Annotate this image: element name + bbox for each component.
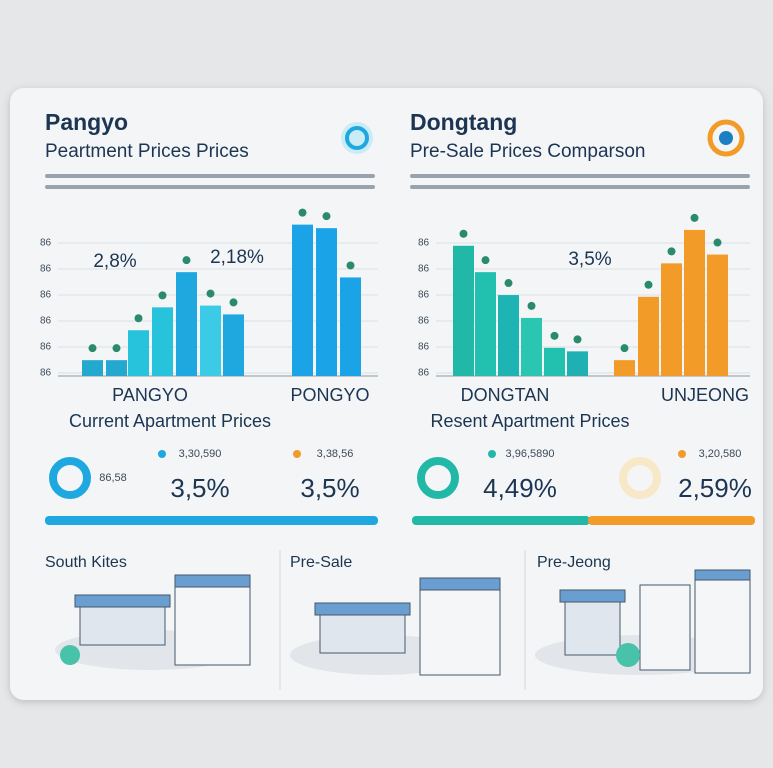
annotation: 3,5% [568,249,611,270]
bar [475,272,496,376]
small-stat: 3,96,5890 [506,448,555,460]
stat-dot [158,450,166,458]
bar-marker [298,208,307,217]
icon [707,119,745,157]
footer-label: Pre-Sale [290,554,352,571]
small-stat: 3,30,590 [179,448,222,460]
big-stat: 4,49% [483,473,557,503]
bar-marker [182,256,191,265]
small-stat: 3,20,580 [699,448,742,460]
bar-marker [667,247,676,256]
bar-marker [346,261,355,270]
bar [544,347,565,376]
bar-marker [229,298,238,307]
icon [345,126,369,150]
axis-label: 86 [418,264,430,275]
filler-text [45,174,750,189]
bar-marker [481,256,490,265]
big-stat: 3,5% [300,473,359,503]
bar [684,229,705,376]
axis-label: 86 [418,238,430,249]
bar [200,305,221,376]
bar [152,307,173,376]
axis-label: 86 [418,290,430,301]
bar-marker [158,291,167,300]
subtitle: Peartment Prices Prices [45,141,249,162]
group-label: PANGYO [112,385,188,405]
donut [619,457,661,499]
title: Dongtang [410,109,517,135]
annotation: 2,18% [210,247,264,268]
bar [707,254,728,376]
bar [316,228,337,376]
bar-marker [620,344,629,353]
donut [417,457,459,499]
axis-label: 86 [418,368,430,379]
stat-dot [293,450,301,458]
annotation: 2,8% [93,251,136,272]
bar [567,351,588,376]
progress-bar [45,516,378,525]
bar [498,295,519,376]
bar [106,360,127,376]
axis-label: 86 [40,264,52,275]
bar-marker [573,335,582,344]
axis-label: 86 [418,316,430,327]
bar [176,272,197,376]
progress-bar [588,516,755,525]
caption: Current Apartment Prices [69,411,271,431]
bar-marker [527,301,536,310]
donut [49,457,91,499]
bar [223,314,244,376]
axis-label: 86 [40,238,52,249]
bar-marker [112,344,121,353]
bar-marker [690,213,699,222]
bar-marker [504,279,513,288]
bar-marker [550,331,559,340]
bar-marker [459,229,468,238]
bar [340,277,361,376]
big-stat: 2,59% [678,473,752,503]
note: 86,58 [99,472,127,484]
axis-label: 86 [40,316,52,327]
progress-bar [412,516,590,525]
illustration [55,569,751,676]
caption: Resent Apartment Prices [430,411,629,431]
bar [521,317,542,376]
bar [82,360,103,376]
card [10,88,763,700]
footer-label: Pre-Jeong [537,554,611,571]
axis-label: 86 [40,290,52,301]
title: Pangyo [45,109,128,135]
subtitle: Pre-Sale Prices Comparson [410,141,645,162]
group-label: UNJEONG [661,385,749,405]
icon [719,131,733,145]
axis-label: 86 [40,342,52,353]
axis-label: 86 [418,342,430,353]
group-label: PONGYO [290,385,369,405]
bar [128,330,149,376]
bar-marker [88,344,97,353]
bar [292,224,313,376]
bar-marker [713,238,722,247]
bar-marker [322,212,331,221]
group-label: DONGTAN [461,385,550,405]
small-stat: 3,38,56 [317,448,354,460]
bar-marker [206,289,215,298]
bar-marker [644,280,653,289]
stat-dot [678,450,686,458]
axis-label: 86 [40,368,52,379]
bar [614,360,635,376]
bar [638,296,659,376]
bar-marker [134,314,143,323]
bar [453,245,474,376]
footer-label: South Kites [45,554,127,571]
big-stat: 3,5% [170,473,229,503]
stat-dot [488,450,496,458]
bar [661,263,682,376]
